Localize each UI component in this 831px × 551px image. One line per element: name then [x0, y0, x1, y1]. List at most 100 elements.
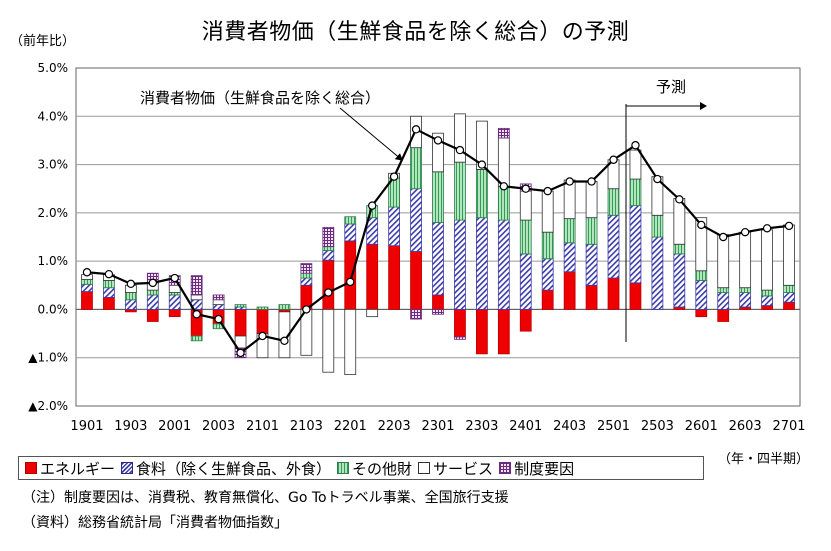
- bar-other-goods: [541, 231, 554, 260]
- chart-legend: エネルギー 食料（除く生鮮食品、外食） その他財 サービス 制度要因: [18, 456, 704, 480]
- bar-institutional: [454, 336, 466, 340]
- bar-other-goods: [739, 287, 752, 293]
- bar-service: [497, 137, 510, 187]
- legend-item-energy: エネルギー: [25, 458, 115, 479]
- cpi-line: [82, 125, 794, 358]
- bar-food: [695, 280, 708, 310]
- cpi-line-point: [477, 160, 487, 169]
- bar-other-goods: [124, 292, 137, 301]
- bar-food: [563, 242, 576, 273]
- bar-energy: [256, 309, 269, 334]
- cpi-line-point: [324, 288, 333, 297]
- bar-other-goods: [629, 178, 642, 207]
- y-tick-label: ▲1.0%: [28, 351, 68, 365]
- bar-food: [541, 258, 554, 291]
- bar-energy: [695, 309, 708, 318]
- bar-energy: [563, 271, 576, 310]
- bar-other-goods: [717, 287, 730, 293]
- bar-other-goods: [81, 279, 93, 285]
- cpi-line-point: [740, 227, 750, 237]
- bar-energy: [81, 291, 93, 310]
- bar-other-goods: [651, 214, 664, 238]
- bar-other-goods: [673, 243, 686, 255]
- cpi-line-point: [104, 269, 114, 279]
- bar-energy: [585, 284, 598, 310]
- cpi-line-point: [499, 182, 509, 191]
- bar-other-goods: [103, 280, 115, 289]
- bar-energy: [388, 245, 401, 310]
- legend-swatch-food: [121, 462, 134, 474]
- bar-food: [607, 214, 620, 279]
- x-tick-label: 2003: [202, 419, 235, 434]
- bar-institutional: [300, 263, 313, 274]
- bar-food: [81, 283, 93, 292]
- cpi-line-point: [587, 177, 596, 186]
- bar-energy: [322, 259, 335, 310]
- bar-other-goods: [563, 218, 576, 244]
- bar-food: [519, 253, 532, 310]
- bar-service: [366, 309, 379, 318]
- bar-other-goods: [146, 289, 159, 296]
- bar-institutional: [190, 275, 203, 296]
- cpi-line-point: [258, 331, 267, 341]
- bar-service: [783, 224, 795, 286]
- legend-label-other: その他財: [352, 459, 413, 478]
- stacked-bars: [81, 113, 795, 376]
- cpi-line-point: [367, 201, 377, 210]
- x-tick-label: 1903: [114, 419, 147, 434]
- bar-institutional: [322, 226, 335, 248]
- bar-other-goods: [695, 270, 708, 281]
- bar-food: [168, 294, 181, 310]
- x-axis-period-label: （年・四半期）: [718, 452, 810, 467]
- cpi-line-point: [675, 195, 684, 204]
- bar-energy: [344, 240, 357, 310]
- bar-other-goods: [410, 147, 422, 190]
- x-tick-label: 1901: [70, 419, 103, 434]
- bar-other-goods: [497, 185, 510, 221]
- bar-institutional: [432, 309, 444, 315]
- bar-other-goods: [607, 188, 620, 216]
- bar-energy: [541, 289, 554, 310]
- bar-other-goods: [322, 246, 335, 251]
- bar-food: [497, 219, 510, 310]
- bar-energy: [432, 294, 444, 310]
- cpi-line-point: [82, 268, 92, 277]
- bar-food: [103, 287, 115, 298]
- x-tick-label: 2101: [246, 419, 279, 434]
- legend-swatch-energy: [25, 462, 37, 474]
- cpi-line-point: [280, 336, 289, 346]
- bar-service: [761, 229, 773, 291]
- bar-food: [717, 292, 730, 310]
- bar-service: [519, 190, 532, 221]
- cpi-line-point: [543, 186, 552, 196]
- bar-energy: [454, 309, 466, 338]
- cpi-line-point: [214, 314, 223, 324]
- cpi-line-point: [631, 141, 640, 150]
- cpi-line-point: [389, 172, 399, 181]
- chart-title: 消費者物価（生鮮食品を除く総合）の予測: [201, 20, 630, 45]
- bar-other-goods: [234, 304, 247, 308]
- x-tick-label: 2601: [685, 419, 718, 434]
- bar-food: [146, 294, 159, 310]
- bar-service: [432, 132, 444, 173]
- legend-item-institutional: 制度要因: [499, 458, 574, 479]
- bar-service: [541, 190, 554, 233]
- cpi-line-point: [433, 136, 443, 145]
- x-axis-ticks: 1901 1903 2001 2003 2101 2103 2201 2203 2301 2303…: [70, 419, 805, 434]
- bar-other-goods: [519, 219, 532, 255]
- x-tick-label: 2401: [509, 419, 542, 434]
- x-tick-label: 2603: [729, 419, 762, 434]
- y-tick-label: 3.0%: [38, 158, 69, 172]
- x-tick-label: 2201: [334, 419, 367, 434]
- bar-energy: [475, 309, 488, 355]
- cpi-line-point: [609, 155, 618, 164]
- bar-energy: [519, 309, 532, 332]
- bar-energy: [717, 309, 730, 322]
- bar-food: [388, 206, 401, 247]
- legend-item-other: その他財: [337, 458, 412, 479]
- footnote-note: （注）制度要因は、消費税、教育無償化、Go Toトラベル事業、全国旅行支援: [22, 490, 509, 506]
- bar-food: [432, 222, 444, 296]
- cpi-line-point: [697, 220, 706, 230]
- cpi-line-point: [346, 277, 355, 287]
- bar-service: [717, 234, 730, 289]
